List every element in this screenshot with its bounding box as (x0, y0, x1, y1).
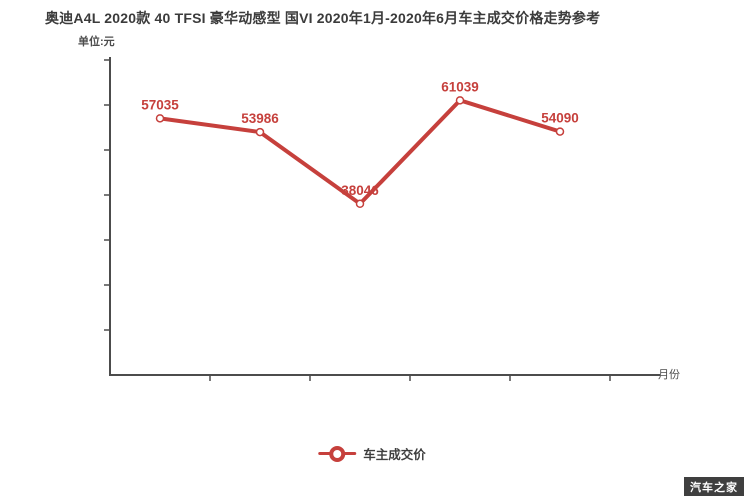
data-point (555, 127, 565, 136)
watermark-logo: 汽车之家 (684, 477, 744, 496)
data-point (155, 114, 165, 123)
data-point-label: 61039 (441, 79, 479, 94)
chart-title: 奥迪A4L 2020款 40 TFSI 豪华动感型 国VI 2020年1月-20… (45, 10, 601, 26)
data-point (255, 127, 265, 137)
legend-dot-icon (329, 445, 346, 462)
legend-series-label: 车主成交价 (363, 448, 426, 462)
data-point-label: 53986 (241, 111, 279, 126)
y-axis-unit-label: 单位:元 (78, 36, 115, 48)
legend-line-dot-icon (318, 445, 357, 462)
data-point (355, 199, 365, 209)
legend: 车主成交价 (318, 444, 426, 463)
data-point-label: 38046 (341, 183, 379, 198)
x-axis-label: 月份 (658, 369, 680, 381)
data-point-label: 54090 (541, 111, 579, 126)
data-point (455, 96, 465, 105)
data-point-label: 57035 (141, 97, 179, 112)
